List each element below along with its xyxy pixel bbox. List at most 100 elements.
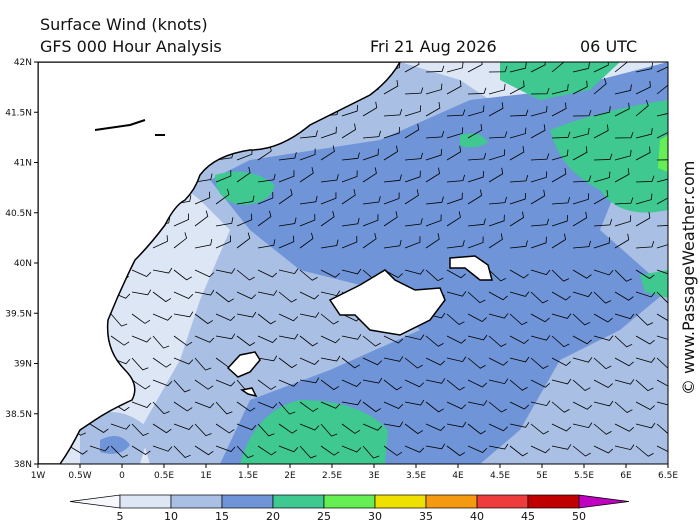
wind-barb	[425, 131, 445, 139]
wind-barb	[467, 291, 486, 304]
wind-barb	[425, 83, 443, 95]
colorbar-label: 15	[215, 510, 229, 523]
wind-barb	[299, 148, 316, 161]
colorbar-label: 25	[317, 510, 331, 523]
wind-barb	[278, 170, 295, 183]
wind-barb	[215, 401, 233, 415]
wind-barb	[551, 197, 571, 205]
wind-barb	[257, 355, 278, 362]
wind-barb	[614, 168, 630, 183]
colorbar-label: 40	[470, 510, 484, 523]
wind-barb	[320, 290, 341, 297]
wind-barb	[509, 211, 525, 227]
wind-barb	[425, 233, 440, 249]
wind-barb	[152, 401, 170, 415]
wind-barb	[425, 357, 446, 366]
colorbar-box	[323, 494, 376, 509]
wind-barb	[299, 312, 320, 318]
wind-barb	[278, 291, 297, 303]
wind-barb	[194, 357, 212, 371]
wind-barb	[593, 379, 613, 388]
wind-barb	[299, 167, 314, 183]
wind-barb	[152, 379, 173, 387]
wind-barb	[299, 130, 318, 139]
wind-barb	[593, 124, 609, 139]
wind-barb	[446, 80, 462, 95]
wind-barb	[362, 335, 381, 347]
wind-barb	[656, 401, 668, 406]
y-tick-label: 38N	[14, 460, 32, 470]
wind-barb	[614, 197, 634, 205]
wind-barb	[572, 109, 592, 117]
x-tick-label: 3E	[368, 471, 380, 481]
wind-barb	[320, 239, 339, 249]
wind-barb	[152, 235, 168, 249]
wind-barb	[257, 239, 276, 249]
wind-barb	[572, 379, 591, 391]
wind-barb	[257, 290, 278, 296]
wind-barb	[194, 238, 213, 249]
wind-barb	[656, 197, 668, 205]
wind-barb	[152, 291, 172, 303]
wind-barb	[614, 84, 632, 95]
wind-barb	[614, 149, 632, 161]
wind-barb	[572, 175, 592, 183]
wind-barb	[488, 214, 505, 227]
wind-barb	[509, 335, 529, 344]
wind-barb	[593, 423, 612, 435]
wind-barb	[446, 62, 464, 73]
wind-barb	[530, 124, 546, 139]
x-tick-label: 2E	[284, 471, 296, 481]
wind-barb	[383, 80, 399, 95]
wind-barb	[446, 192, 463, 205]
wind-barb	[215, 379, 236, 387]
wind-barb	[446, 174, 466, 183]
wind-barb	[320, 210, 335, 227]
wind-barb	[635, 313, 654, 326]
wind-barb	[173, 335, 193, 346]
wind-barb	[635, 99, 649, 117]
wind-barb	[299, 195, 318, 205]
wind-barb	[488, 378, 509, 385]
wind-barb	[530, 62, 546, 73]
wind-barb	[173, 213, 190, 227]
wind-barb	[131, 379, 151, 390]
wind-barb	[467, 171, 484, 183]
wind-barb	[404, 170, 421, 183]
wind-barb	[488, 233, 503, 249]
wind-barb	[383, 145, 399, 161]
wind-barb	[614, 233, 630, 249]
wind-barb	[341, 423, 361, 434]
wind-barb	[362, 377, 383, 384]
wind-barb	[299, 401, 319, 412]
wind-barb	[635, 175, 655, 183]
time: 06 UTC	[580, 37, 637, 56]
wind-barb	[551, 291, 571, 301]
wind-barb	[215, 423, 235, 434]
x-tick-label: 5.5E	[574, 471, 594, 481]
wind-barb	[656, 379, 668, 387]
wind-barb	[530, 269, 551, 276]
wind-barb	[383, 211, 398, 227]
wind-barb	[236, 445, 254, 459]
wind-barb	[488, 102, 504, 117]
wind-barb	[215, 313, 236, 321]
wind-barb	[509, 422, 530, 428]
wind-barb	[551, 401, 570, 413]
wind-barb	[488, 83, 506, 95]
wind-barb	[572, 357, 593, 363]
wind-barb	[257, 313, 276, 325]
wind-barb	[299, 269, 318, 281]
wind-barb	[467, 62, 483, 73]
wind-barb	[173, 401, 193, 412]
wind-barb	[635, 291, 656, 298]
wind-barb	[362, 167, 377, 183]
wind-barb	[89, 445, 110, 452]
wind-barb	[614, 401, 633, 413]
wind-barb	[446, 379, 465, 391]
wind-barb	[404, 379, 425, 388]
wind-barb	[215, 235, 232, 249]
wind-barb	[614, 335, 633, 348]
